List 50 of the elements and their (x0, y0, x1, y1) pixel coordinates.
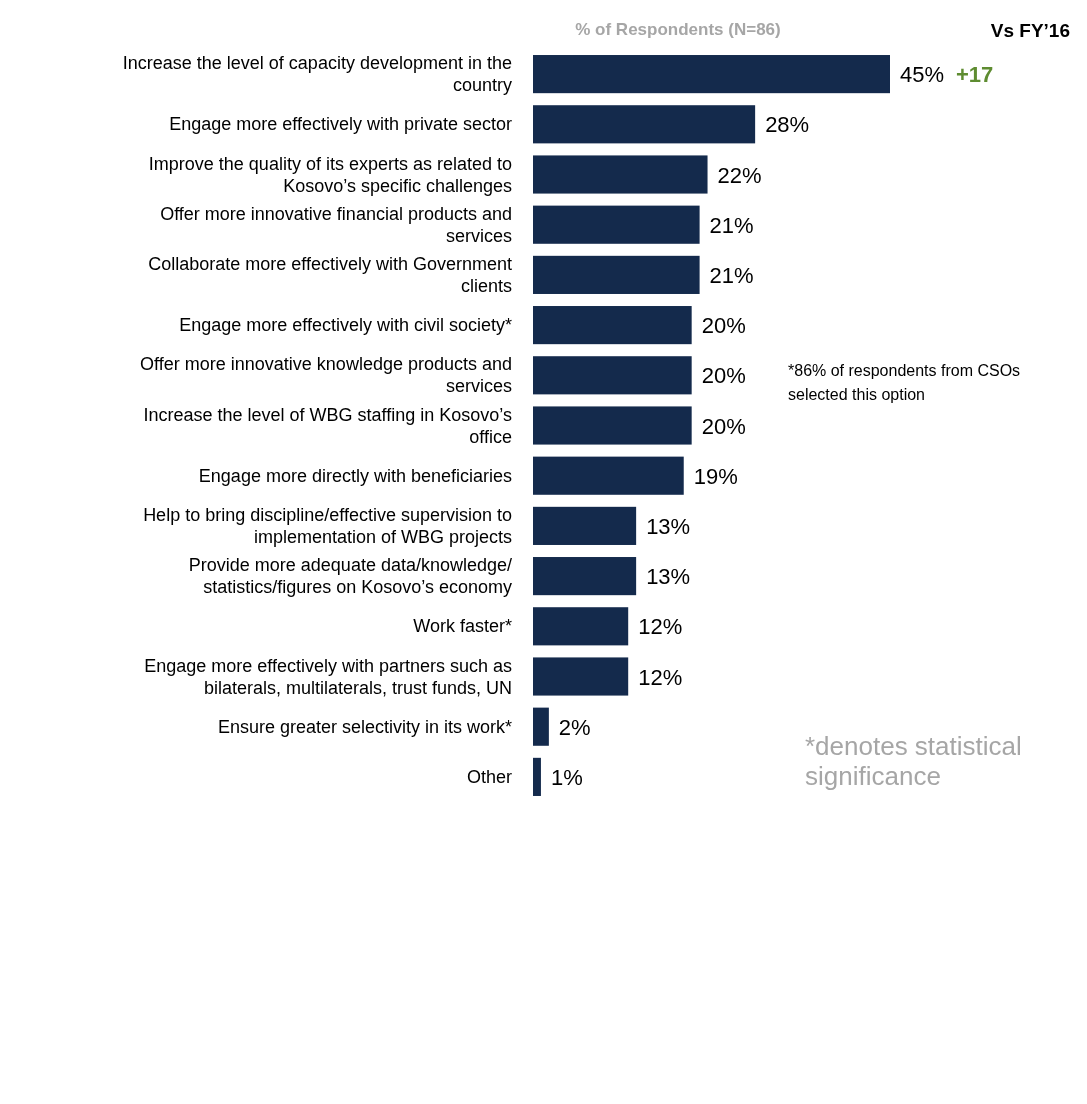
annotation: *denotes statistical significance (805, 731, 1022, 791)
y-tick-label: Offer more innovative knowledge products and services (140, 354, 512, 397)
data-label: 20% (701, 363, 746, 389)
y-tick-label: Work faster* (413, 616, 512, 637)
bar (533, 255, 700, 294)
data-label: 12% (638, 614, 683, 640)
bar (533, 757, 541, 796)
bar (533, 707, 549, 746)
bar (533, 205, 700, 244)
data-label: 28% (765, 112, 810, 138)
y-tick-label: Engage more directly with beneficiaries (198, 465, 512, 486)
y-tick-label: Help to bring discipline/effective supervision to implementation of WBG projects (143, 504, 512, 547)
y-tick-label: Ensure greater selectivity in its work* (217, 716, 512, 737)
x-axis-title: % of Respondents (N=86) (575, 20, 781, 39)
y-tick-label: Engage more effectively with private sector (169, 114, 512, 135)
text: Vs FY’16 (990, 20, 1070, 41)
annotation: +17 (956, 62, 994, 88)
y-tick-label: Increase the level of capacity development in the country (122, 53, 512, 96)
y-tick-label: Collaborate more effectively with Government clients (148, 253, 512, 296)
y-tick-label: Improve the quality of its experts as related to Kosovo’s specific challenges (148, 153, 512, 196)
bar (533, 406, 692, 445)
y-tick-label: Other (466, 766, 512, 787)
data-label: 21% (709, 212, 754, 238)
data-label: 20% (701, 413, 746, 439)
bar (533, 55, 890, 94)
data-label: 45% (900, 62, 945, 88)
data-label: 12% (638, 664, 683, 690)
data-label: 20% (701, 313, 746, 339)
y-tick-label: Increase the level of WBG staffing in Kosovo’s office (143, 404, 512, 447)
data-label: 13% (646, 513, 691, 539)
y-tick-label: Engage more effectively with partners such as bilaterals, multilaterals, trust funds, UN (144, 655, 512, 698)
data-label: 19% (693, 463, 738, 489)
data-label: 2% (558, 714, 591, 740)
y-tick-label: Offer more innovative financial products and services (160, 203, 512, 246)
bar (533, 105, 756, 144)
data-label: 1% (550, 764, 583, 790)
bar (533, 557, 637, 596)
y-tick-label: Engage more effectively with civil society* (179, 315, 512, 336)
bar (533, 506, 637, 545)
bar (533, 356, 692, 395)
bar (533, 155, 708, 194)
bar (533, 306, 692, 345)
data-label: 13% (646, 564, 691, 590)
bar (533, 657, 629, 696)
data-label: 22% (717, 162, 762, 188)
bar (533, 607, 629, 646)
y-tick-label: Provide more adequate data/knowledge/ statistics/figures on Kosovo’s economy (188, 555, 512, 598)
annotation: *86% of respondents from CSOs selected this option (788, 362, 1021, 403)
bar (533, 456, 684, 495)
data-label: 21% (709, 262, 754, 288)
